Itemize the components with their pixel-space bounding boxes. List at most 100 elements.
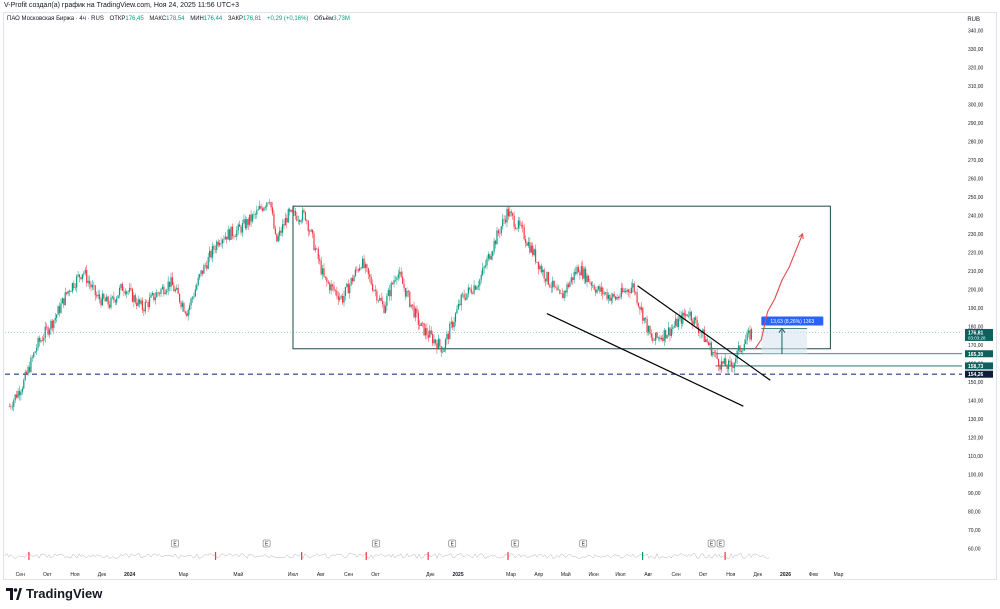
candle-body	[609, 295, 611, 301]
candle-body	[216, 241, 218, 250]
symbol-legend[interactable]: ПАО Московская Биржа · 4ч · RUS ОТКР176,…	[7, 16, 350, 22]
candle-body	[542, 269, 544, 273]
range-rectangle[interactable]	[292, 205, 831, 350]
y-tick-label: 150,00	[968, 380, 984, 386]
candle-body	[330, 284, 332, 291]
candle-body	[96, 295, 98, 297]
candle-body	[643, 317, 645, 321]
candle-body	[261, 208, 264, 211]
candle-body	[346, 283, 348, 288]
y-tick-label: 220,00	[968, 250, 984, 256]
candle-body	[101, 293, 104, 306]
earnings-event-marker[interactable]	[448, 539, 457, 548]
candle-body	[343, 295, 345, 303]
candle-body	[487, 254, 489, 259]
y-tick-label: 340,00	[968, 28, 984, 34]
candle-body	[326, 278, 328, 282]
candle-body	[597, 286, 600, 290]
candle-body	[73, 283, 75, 288]
indicator-pane[interactable]	[4, 552, 770, 560]
earnings-event-marker[interactable]	[716, 539, 725, 548]
candle-body	[316, 248, 318, 249]
chart-credit: V-Profit создал(а) график на TradingView…	[4, 2, 240, 9]
candle-body	[665, 329, 667, 339]
candle-body	[537, 261, 540, 270]
y-tick-label: 80,00	[968, 510, 981, 516]
candle-body	[675, 318, 677, 326]
candle-body	[306, 220, 308, 222]
candle-body	[197, 277, 199, 286]
candle-body	[233, 236, 235, 237]
x-tick-label: Дек	[754, 572, 763, 578]
candle-body	[479, 279, 481, 286]
candle-body	[260, 206, 262, 209]
candle-body	[589, 281, 591, 283]
candle-body	[214, 249, 216, 251]
measure-arrow-head	[778, 327, 786, 333]
candle-body	[567, 284, 570, 288]
currency-label[interactable]: RUB	[967, 17, 980, 23]
candle-body	[443, 348, 445, 352]
earnings-event-label: E	[513, 542, 517, 548]
candle-body	[246, 218, 248, 229]
candle-body	[717, 358, 720, 367]
candle-body	[253, 213, 255, 215]
change-value: +0,29 (+0,16%)	[267, 16, 309, 22]
candle-body	[524, 239, 527, 243]
forecast-arrow[interactable]	[754, 233, 804, 350]
earnings-event-marker[interactable]	[171, 539, 179, 548]
candle-body	[61, 298, 63, 304]
candle-body	[559, 289, 561, 294]
earnings-event-marker[interactable]	[372, 539, 380, 548]
candle-body	[409, 291, 411, 307]
candle-body	[317, 248, 319, 260]
candle-body	[679, 315, 681, 320]
candle-body	[605, 292, 607, 294]
candle-body	[650, 333, 652, 338]
candle-body	[210, 250, 212, 258]
candle-body	[337, 295, 339, 300]
candle-body	[686, 314, 688, 317]
y-tick-label: 250,00	[968, 195, 984, 201]
earnings-event-marker[interactable]	[707, 539, 716, 548]
candle-body	[529, 242, 531, 253]
candle-body	[426, 328, 428, 335]
candle-body	[442, 351, 444, 353]
channel-upper-line[interactable]	[637, 285, 771, 381]
price-label: 154,26	[968, 372, 984, 378]
close-label: ЗАКР	[227, 16, 244, 22]
x-tick-label: Сен	[16, 572, 25, 578]
candle-body	[283, 224, 285, 226]
candle-body	[300, 220, 302, 222]
y-tick-label: 240,00	[968, 213, 984, 219]
candle-body	[394, 280, 397, 281]
candle-body	[722, 361, 724, 364]
candle-body	[81, 274, 83, 280]
candle-body	[410, 304, 412, 307]
candle-body	[63, 298, 65, 306]
candle-body	[183, 303, 185, 312]
symbol-name[interactable]: ПАО Московская Биржа · 4ч · RUS	[7, 16, 104, 22]
candle-body	[153, 293, 155, 301]
earnings-event-marker[interactable]	[579, 539, 588, 548]
candle-body	[570, 277, 572, 283]
candle-body	[662, 337, 664, 341]
channel-lower-line[interactable]	[546, 313, 744, 407]
earnings-event-marker[interactable]	[511, 539, 519, 548]
candle-body	[131, 288, 134, 302]
candle-body	[677, 319, 680, 328]
candle-body	[472, 293, 474, 294]
candle-body	[507, 208, 510, 217]
x-tick-label: Июл	[288, 572, 298, 578]
low-value: 176,44	[203, 16, 223, 22]
candle-body	[617, 297, 620, 298]
earnings-event-marker[interactable]	[262, 539, 271, 548]
candle-body	[630, 287, 632, 293]
candle-body	[504, 219, 507, 223]
candle-body	[244, 219, 246, 229]
candle-body	[254, 213, 256, 215]
candle-body	[437, 339, 439, 350]
candle-body	[349, 284, 351, 294]
candle-body	[693, 317, 695, 325]
